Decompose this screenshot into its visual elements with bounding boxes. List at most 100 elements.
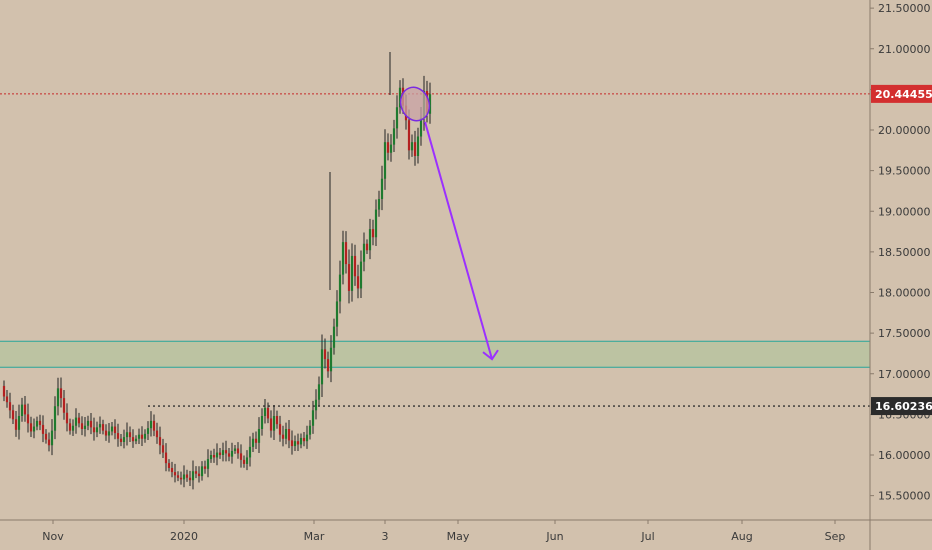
candle — [101, 419, 105, 435]
candle — [236, 442, 240, 459]
candle — [179, 471, 183, 485]
candle-body — [323, 349, 327, 360]
candle — [344, 231, 348, 274]
candle-body — [110, 426, 114, 432]
candle — [68, 418, 72, 435]
candle-body — [221, 450, 225, 455]
candle — [23, 395, 27, 422]
price-tick-label: 18.50000 — [878, 246, 931, 259]
candle-body — [311, 410, 315, 426]
candle — [2, 380, 6, 402]
candle-body — [290, 440, 294, 447]
candle — [266, 402, 270, 424]
candle — [113, 419, 117, 440]
candle — [200, 461, 204, 481]
candle-body — [125, 432, 129, 438]
candle — [251, 432, 255, 452]
candle — [98, 416, 102, 434]
candle — [110, 421, 114, 436]
candle-body — [338, 274, 342, 302]
annotation-layer — [399, 86, 499, 361]
current-price-badge — [871, 84, 932, 103]
candle-body — [20, 404, 24, 416]
candle-body — [146, 428, 150, 434]
candle-body — [8, 402, 12, 411]
candle-body — [182, 474, 186, 480]
candle — [332, 318, 336, 355]
candle — [410, 134, 414, 157]
candle-body — [386, 142, 390, 153]
candle-body — [143, 433, 147, 439]
candle-body — [230, 450, 234, 457]
candle — [11, 404, 15, 425]
candle — [272, 405, 276, 441]
candle-body — [227, 453, 231, 457]
candle — [20, 397, 24, 422]
candle-body — [299, 437, 303, 445]
candle — [155, 422, 159, 444]
candle-body — [353, 255, 357, 277]
candle — [371, 219, 375, 246]
candle-body — [134, 438, 138, 442]
candle-body — [23, 404, 27, 415]
candle — [380, 165, 384, 211]
candle-body — [245, 457, 249, 464]
candle-body — [62, 398, 66, 413]
candle — [392, 119, 396, 152]
support-level-badge — [871, 397, 932, 416]
highlight-circle — [399, 86, 431, 122]
candle — [239, 444, 243, 468]
candle-body — [305, 434, 309, 442]
candle — [284, 422, 288, 445]
candle — [116, 423, 120, 447]
candle-body — [395, 107, 399, 129]
candle-body — [350, 255, 354, 291]
candle — [365, 239, 369, 255]
candle — [347, 249, 351, 304]
candle — [194, 466, 198, 479]
candle-body — [248, 446, 252, 458]
candle-body — [116, 433, 120, 439]
candle-body — [266, 407, 270, 419]
candle-body — [233, 448, 237, 451]
candle-body — [296, 441, 300, 445]
candle — [119, 433, 123, 447]
candle — [413, 130, 417, 166]
candle-body — [410, 142, 414, 151]
candle — [176, 471, 180, 482]
candle — [248, 436, 252, 467]
demand-zone-layer — [0, 340, 870, 368]
candle — [185, 469, 189, 482]
candle-body — [35, 420, 39, 427]
candle-body — [392, 128, 396, 145]
candle — [317, 376, 321, 407]
candle-body — [380, 178, 384, 200]
candle — [167, 459, 171, 472]
candle — [122, 429, 126, 449]
candle — [374, 199, 378, 246]
candle — [140, 426, 144, 446]
candle — [350, 243, 354, 302]
candle — [377, 190, 381, 217]
candle-body — [74, 417, 78, 426]
price-tick-label: 19.50000 — [878, 165, 931, 178]
candle — [95, 421, 99, 438]
candle-body — [104, 430, 108, 436]
candle — [221, 442, 225, 462]
candle-body — [326, 359, 330, 372]
candle — [35, 416, 39, 431]
candle — [254, 431, 258, 450]
time-tick-label: Nov — [42, 530, 64, 543]
candle-body — [44, 433, 48, 440]
time-tick-label: May — [447, 530, 470, 543]
candle — [290, 430, 294, 455]
projection-arrow-head — [482, 349, 499, 361]
candle-body — [26, 414, 30, 424]
candle — [104, 424, 108, 441]
candle — [275, 410, 279, 429]
candle — [293, 435, 297, 451]
candle-body — [314, 399, 318, 411]
